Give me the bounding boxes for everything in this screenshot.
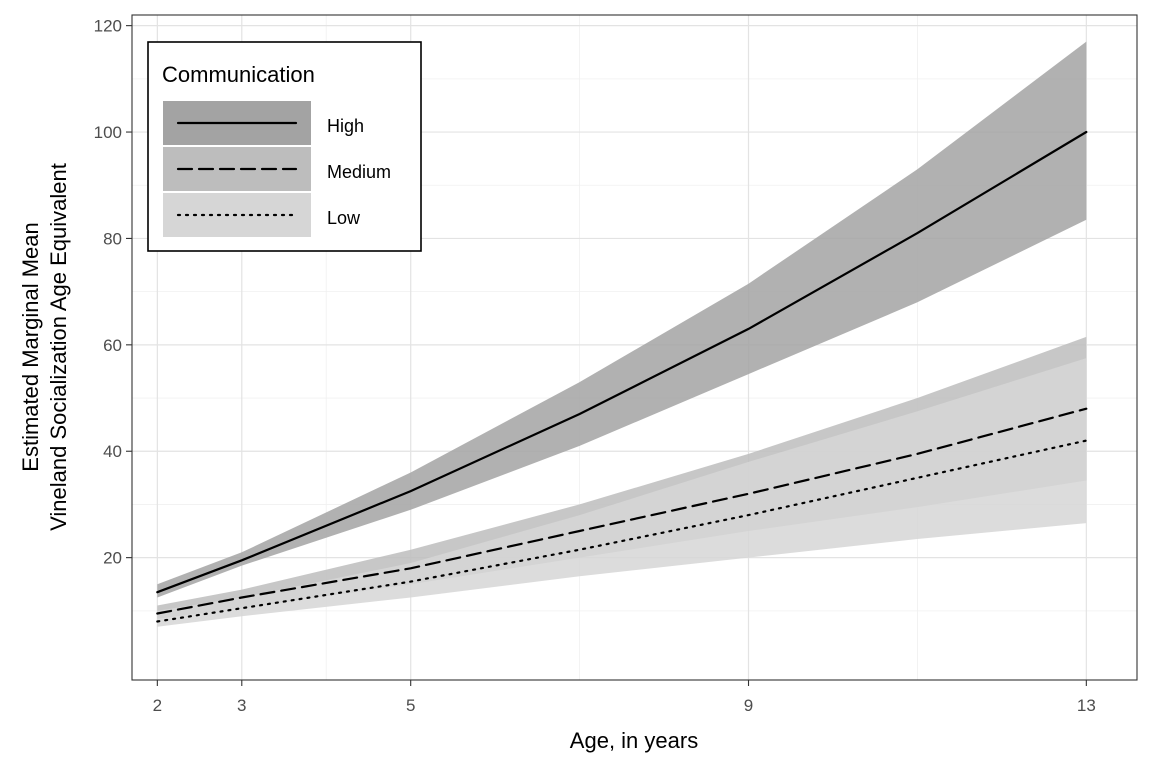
y-tick-label: 40 <box>103 442 122 461</box>
y-tick-label: 80 <box>103 229 122 248</box>
x-axis-title: Age, in years <box>570 728 698 753</box>
x-tick-label: 9 <box>744 696 753 715</box>
x-axis: 2 3 5 9 13 <box>153 680 1096 715</box>
y-axis-title-line1: Estimated Marginal Mean <box>18 222 43 471</box>
legend: Communication High Medium Low <box>147 41 422 252</box>
x-tick-label: 13 <box>1077 696 1096 715</box>
line-medium <box>156 407 1088 615</box>
y-tick-label: 100 <box>94 123 122 142</box>
x-tick-label: 3 <box>237 696 246 715</box>
legend-keys <box>163 101 311 237</box>
series-lines <box>156 130 1088 623</box>
legend-title: Communication <box>162 62 315 87</box>
y-axis-title-line2: Vineland Socialization Age Equivalent <box>46 163 71 531</box>
legend-label-high: High <box>327 116 364 136</box>
confidence-ribbons <box>157 41 1087 627</box>
y-axis: 20 40 60 80 100 120 <box>94 17 132 568</box>
y-tick-label: 120 <box>94 17 122 36</box>
legend-label-medium: Medium <box>327 162 391 182</box>
x-tick-label: 5 <box>406 696 415 715</box>
legend-label-low: Low <box>327 208 361 228</box>
x-tick-label: 2 <box>153 696 162 715</box>
line-high <box>156 130 1088 594</box>
y-tick-label: 60 <box>103 336 122 355</box>
ribbon-low <box>157 358 1087 627</box>
y-tick-label: 20 <box>103 549 122 568</box>
plot-border <box>131 14 1138 681</box>
